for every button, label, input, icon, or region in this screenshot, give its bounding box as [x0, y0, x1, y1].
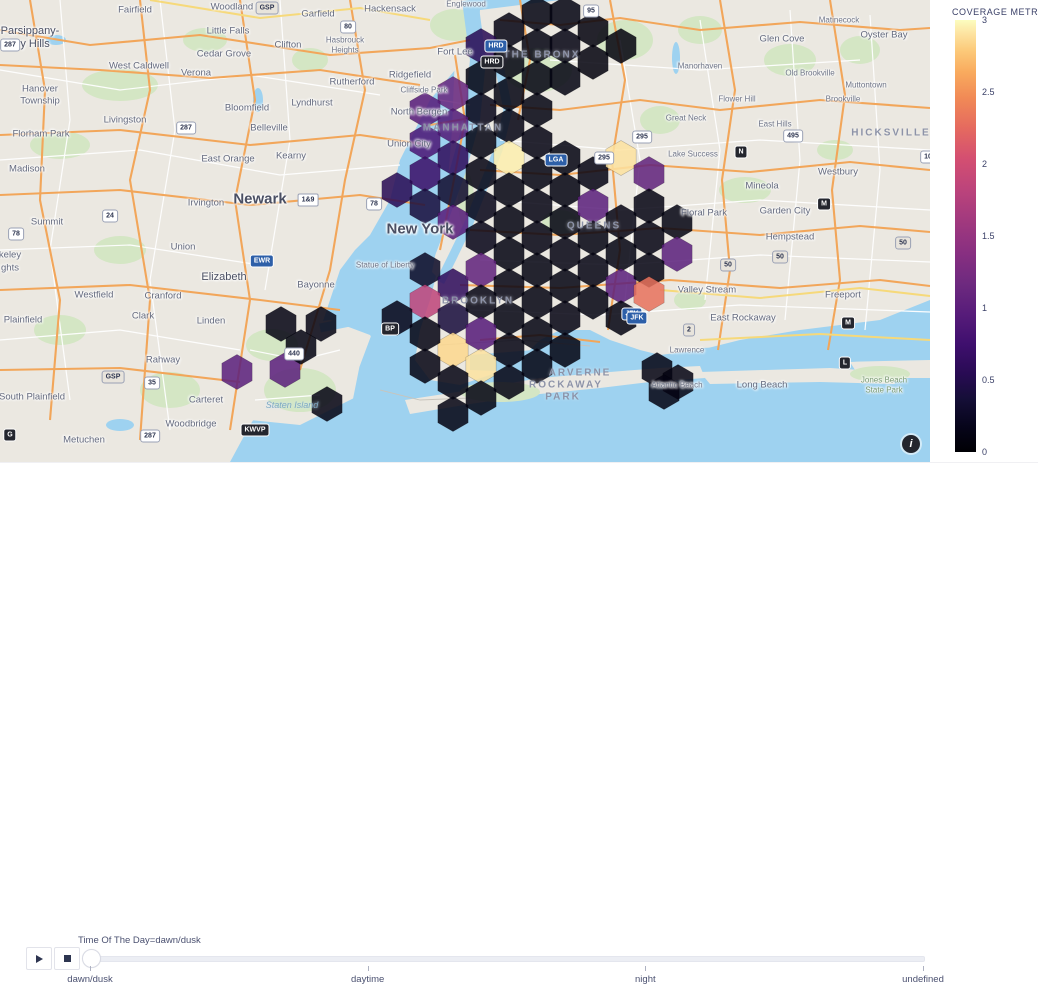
- slider-tick-label: dawn/dusk: [67, 974, 113, 985]
- play-icon: [35, 954, 43, 963]
- colorbar-gradient: [955, 20, 976, 452]
- colorbar-tick-label: 1: [982, 303, 988, 313]
- stop-button[interactable]: [54, 947, 80, 970]
- legend-title: COVERAGE METRICS: [952, 7, 1038, 17]
- slider-tick-mark: [645, 966, 647, 971]
- play-button[interactable]: [26, 947, 52, 970]
- slider-tick-label: undefined: [902, 974, 944, 985]
- colorbar-tick-label: 0.5: [982, 375, 995, 385]
- time-slider-track[interactable]: [90, 956, 925, 962]
- legend-panel: COVERAGE METRICS 3 2.5 2 1.5 1 0.5 0: [930, 0, 1038, 462]
- slider-tick-mark: [923, 966, 924, 971]
- map-panel[interactable]: Fairfield Woodland Park Garfield Hackensack…: [0, 0, 930, 462]
- colorbar-tick-label: 2.5: [982, 87, 995, 97]
- stop-icon: [63, 955, 71, 962]
- colorbar-tick-label: 0: [982, 447, 988, 457]
- slider-tick-mark: [90, 966, 91, 971]
- time-filter-label: Time Of The Day=dawn/dusk: [78, 935, 201, 946]
- slider-tick-label: night: [635, 974, 656, 985]
- colorbar-tick-label: 3: [982, 15, 988, 25]
- colorbar-tick-label: 2: [982, 159, 988, 169]
- basemap: [0, 0, 930, 462]
- info-icon[interactable]: i: [902, 435, 920, 453]
- slider-tick-mark: [367, 966, 369, 971]
- slider-tick-label: daytime: [351, 974, 385, 985]
- time-control-panel: Time Of The Day=dawn/dusk dawn/dusk dayti…: [0, 462, 1038, 985]
- time-slider-handle[interactable]: [82, 949, 101, 968]
- colorbar-tick-label: 1.5: [982, 231, 995, 241]
